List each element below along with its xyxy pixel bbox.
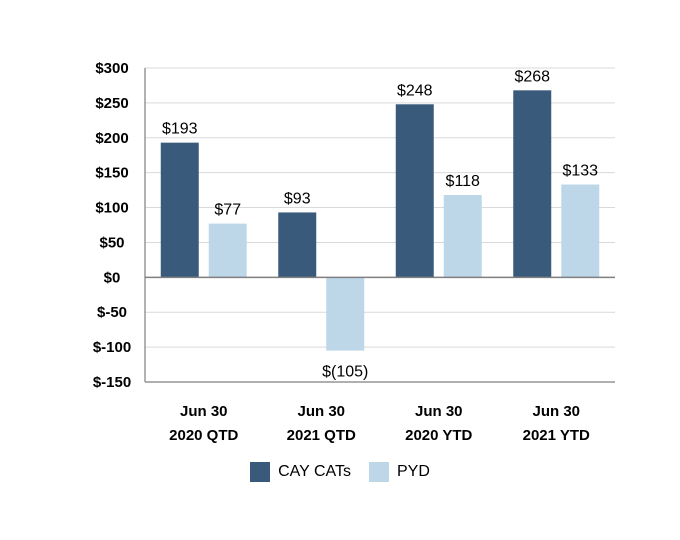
y-tick-label: $50 [99,234,124,251]
bar-cay-cats [278,212,317,278]
legend-swatch-pyd [369,462,389,482]
legend-label-cay-cats: CAY CATs [278,463,351,480]
data-label: $(105) [322,364,368,381]
y-tick-label: $-150 [93,374,131,391]
legend-item-pyd: PYD [369,462,430,482]
y-tick-label: $150 [95,165,128,182]
x-tick-label: Jun 30 [297,403,345,420]
bar-pyd [208,223,247,278]
x-tick-label: 2021 QTD [287,427,356,444]
bar-cay-cats [160,142,199,278]
data-label: $118 [446,173,481,190]
legend-item-cay-cats: CAY CATs [250,462,351,482]
bar-cay-cats [395,104,434,278]
x-tick-label: 2020 QTD [169,427,238,444]
legend: CAY CATs PYD [0,462,680,482]
data-label: $77 [214,202,241,219]
y-tick-label: $200 [95,130,128,147]
data-label: $93 [284,190,311,207]
y-tick-label: $-100 [93,339,131,356]
x-tick-label: 2020 YTD [405,427,472,444]
y-tick-label: $250 [95,95,128,112]
x-tick-label: Jun 30 [180,403,228,420]
legend-label-pyd: PYD [397,463,430,480]
data-label: $193 [162,121,198,138]
y-tick-label: $100 [95,200,128,217]
y-tick-label: $0 [104,269,121,286]
x-tick-label: Jun 30 [532,403,580,420]
data-label: $133 [562,163,598,180]
x-tick-label: Jun 30 [415,403,463,420]
data-label: $268 [514,68,550,85]
legend-swatch-cay-cats [250,462,271,482]
y-tick-label: $300 [95,60,128,77]
bar-pyd [443,194,482,278]
bar-cay-cats [513,90,552,278]
bar-pyd [561,184,600,278]
bar-chart: $300 $250 $200 $150 $100 $50 $0 $-50 $-100 $-150 $… [93,60,615,444]
bar-pyd [326,277,365,351]
data-label: $248 [397,82,433,99]
x-tick-label: 2021 YTD [523,427,590,444]
y-tick-label: $-50 [97,304,127,321]
